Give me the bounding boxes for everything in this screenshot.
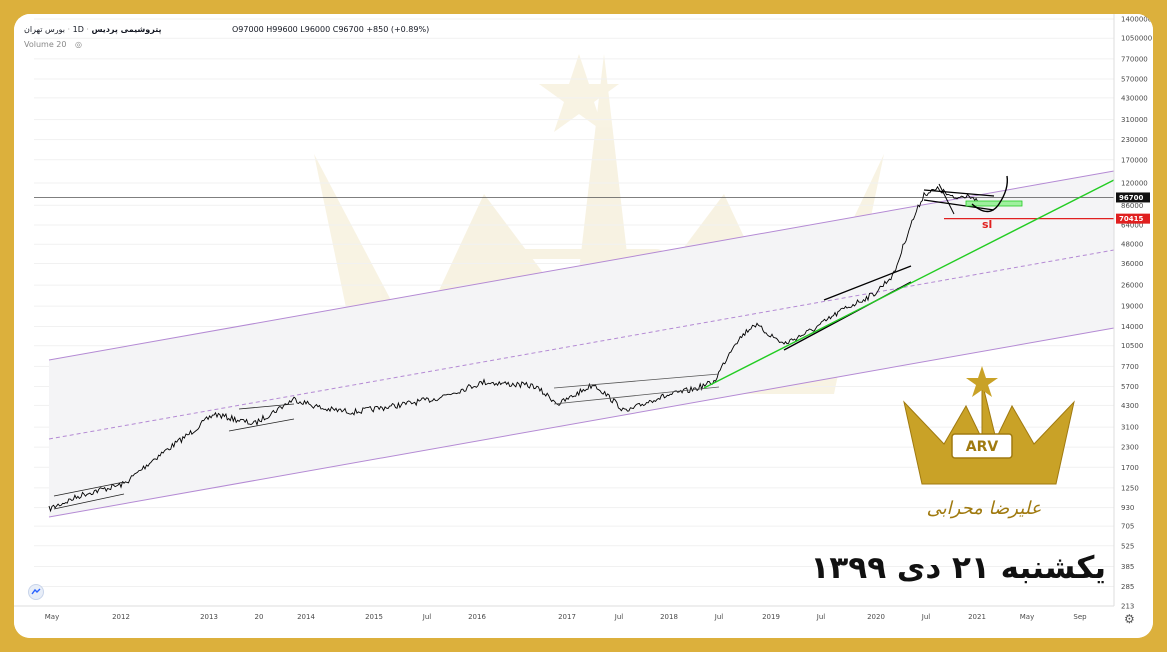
- x-tick-label: 2018: [660, 613, 678, 621]
- y-tick-label: 19000: [1121, 303, 1143, 311]
- projection-curve: [971, 175, 1009, 213]
- y-tick-label: 705: [1121, 523, 1134, 531]
- y-tick-label: 64000: [1121, 222, 1143, 230]
- y-tick-label: 48000: [1121, 241, 1143, 249]
- y-tick-label: 1050000: [1121, 35, 1152, 43]
- arv-logo: ARV علیرضا محرابی: [903, 366, 1075, 519]
- y-tick-label: 5700: [1121, 383, 1139, 391]
- triangle-left-line: [938, 183, 955, 215]
- logo-crown-icon: [903, 381, 1075, 485]
- x-tick-label: Jul: [614, 613, 624, 621]
- y-tick-label: 1400000: [1121, 16, 1152, 24]
- x-tick-label: 2019: [762, 613, 780, 621]
- price-series-line: [48, 185, 980, 513]
- x-tick-label: 2013: [200, 613, 218, 621]
- y-tick-label: 230000: [1121, 136, 1148, 144]
- eye-off-icon[interactable]: ◎: [75, 40, 83, 49]
- support-trend-line: [703, 179, 1115, 389]
- y-tick-label: 2300: [1121, 444, 1139, 452]
- exchange-label: بورس تهران: [24, 25, 65, 34]
- y-tick-label: 213: [1121, 603, 1134, 611]
- date-caption: یکشنبه ۲۱ دی ۱۳۹۹: [810, 550, 1106, 586]
- x-tick-label: 2017: [558, 613, 576, 621]
- symbol-name[interactable]: پتروشیمی پردیس: [91, 25, 162, 34]
- pattern-line: [553, 373, 720, 389]
- target-zone: [965, 200, 1023, 207]
- x-tick-label: 2015: [365, 613, 383, 621]
- y-tick-label: 285: [1121, 583, 1134, 591]
- y-tick-label: 26000: [1121, 282, 1143, 290]
- last-price-label: 96700: [1119, 194, 1143, 202]
- x-tick-label: Jul: [422, 613, 432, 621]
- channel-upper-line: [48, 170, 1115, 361]
- y-tick-label: 14000: [1121, 323, 1143, 331]
- y-tick-label: 1700: [1121, 464, 1139, 472]
- y-tick-label: 4300: [1121, 402, 1139, 410]
- logo-star-icon: [966, 366, 998, 397]
- y-tick-label: 930: [1121, 504, 1134, 512]
- y-tick-label: 570000: [1121, 76, 1148, 84]
- stop-price-tag: [1116, 213, 1150, 224]
- x-tick-label: 2012: [112, 613, 130, 621]
- signature-text: علیرضا محرابی: [927, 498, 1042, 519]
- volume-indicator: Volume 20 ◎: [24, 40, 82, 49]
- y-tick-label: 310000: [1121, 116, 1148, 124]
- stop-loss-text: sl: [982, 218, 992, 231]
- watermark-star: [539, 54, 619, 132]
- symbol-header: پتروشیمی پردیس · 1D · بورس تهران: [24, 25, 162, 34]
- y-tick-label: 385: [1121, 563, 1134, 571]
- y-tick-label: 86000: [1121, 202, 1143, 210]
- y-tick-label: 10500: [1121, 342, 1143, 350]
- y-tick-label: 120000: [1121, 180, 1148, 188]
- triangle-upper-line: [923, 189, 995, 197]
- logo-badge: [951, 433, 1013, 459]
- x-tick-label: Sep: [1073, 613, 1087, 621]
- y-tick-label: 3100: [1121, 424, 1139, 432]
- x-tick-label: May: [45, 613, 59, 621]
- y-tick-label: 525: [1121, 542, 1134, 550]
- channel-mid-line: [48, 249, 1115, 440]
- pattern-line: [53, 493, 125, 510]
- pattern-line: [823, 265, 912, 301]
- last-price-tag: [1116, 192, 1150, 203]
- price-chart[interactable]: sl 213 285 385 525 705 930 1250 1700 2300 3100 4300…: [14, 14, 1153, 638]
- pattern-line: [228, 418, 295, 432]
- pattern-line: [553, 386, 720, 405]
- x-tick-label: Jul: [921, 613, 931, 621]
- interval-label[interactable]: 1D: [72, 25, 84, 34]
- x-tick-label: Jul: [714, 613, 724, 621]
- chart-frame: sl 213 285 385 525 705 930 1250 1700 2300 3100 4300…: [14, 14, 1153, 638]
- settings-gear-icon[interactable]: ⚙: [1124, 612, 1135, 626]
- y-tick-label: 170000: [1121, 156, 1148, 164]
- x-tick-label: 20: [255, 613, 264, 621]
- y-tick-label: 1250: [1121, 484, 1139, 492]
- stop-price-label: 70415: [1119, 215, 1143, 223]
- x-tick-label: 2021: [968, 613, 986, 621]
- logo-text: ARV: [966, 439, 999, 455]
- pattern-line: [238, 403, 295, 410]
- x-tick-label: 2016: [468, 613, 486, 621]
- channel-lower-line: [48, 327, 1115, 518]
- triangle-lower-line: [923, 199, 995, 211]
- volume-label[interactable]: Volume 20: [24, 40, 67, 49]
- ohlc-readout: O97000 H99600 L96000 C96700 +850 (+0.89%…: [232, 25, 430, 34]
- x-tick-label: Jul: [816, 613, 826, 621]
- y-tick-label: 7700: [1121, 363, 1139, 371]
- x-tick-label: May: [1020, 613, 1034, 621]
- y-tick-label: 430000: [1121, 94, 1148, 102]
- pattern-line: [53, 481, 125, 497]
- x-tick-label: 2020: [867, 613, 885, 621]
- x-tick-label: 2014: [297, 613, 315, 621]
- y-tick-label: 770000: [1121, 55, 1148, 63]
- y-tick-label: 36000: [1121, 260, 1143, 268]
- tradingview-logo-icon[interactable]: [28, 584, 44, 600]
